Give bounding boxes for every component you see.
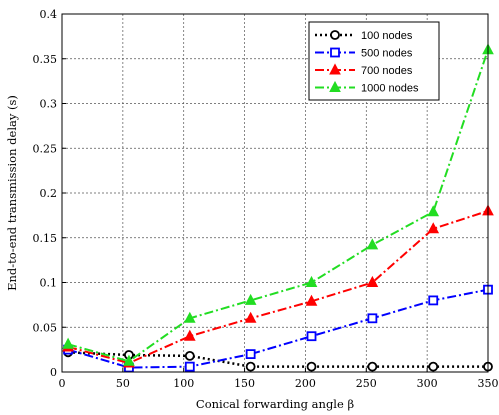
- data-point: [366, 238, 379, 250]
- legend-label: 500 nodes: [361, 48, 413, 60]
- data-point: [184, 361, 195, 372]
- series-line: [67, 49, 489, 363]
- legend-item: 500 nodes: [315, 48, 413, 60]
- y-tick-label: 0.2: [40, 187, 58, 200]
- data-point: [367, 313, 378, 324]
- y-tick-label: 0.4: [40, 8, 58, 21]
- data-point: [306, 331, 317, 342]
- legend-label: 700 nodes: [361, 65, 413, 77]
- data-point: [244, 311, 257, 323]
- data-point: [428, 295, 439, 306]
- data-point: [244, 293, 257, 305]
- legend-label: 1000 nodes: [361, 83, 419, 95]
- y-tick-label: 0.15: [33, 232, 58, 245]
- data-point: [245, 349, 256, 360]
- grid-lines: [62, 14, 488, 372]
- series-line: [67, 288, 489, 369]
- legend-item: 100 nodes: [315, 30, 413, 42]
- y-tick-label: 0.3: [40, 98, 58, 111]
- legend-marker: [329, 80, 341, 92]
- x-tick-label: 300: [417, 377, 438, 390]
- y-tick-label: 0.25: [33, 142, 58, 155]
- data-series: [62, 43, 494, 373]
- data-point: [123, 354, 135, 366]
- legend-marker: [330, 30, 340, 40]
- y-tick-label: 0: [50, 366, 57, 379]
- legend-marker: [330, 47, 340, 58]
- x-tick-label: 0: [59, 377, 66, 390]
- y-axis-title: End-to-end transmission delay (s): [5, 95, 19, 291]
- y-tick-label: 0.1: [40, 277, 58, 290]
- legend-item: 1000 nodes: [315, 80, 419, 95]
- data-point: [427, 205, 440, 217]
- data-point: [305, 275, 318, 287]
- data-point: [183, 311, 196, 323]
- data-point: [245, 361, 256, 372]
- data-point: [366, 275, 379, 287]
- data-point: [306, 361, 317, 372]
- data-point: [305, 294, 318, 306]
- data-point: [62, 337, 74, 349]
- x-axis-title: Conical forwarding angle β: [196, 397, 355, 411]
- data-point: [183, 329, 196, 341]
- y-tick-label: 0.05: [33, 321, 58, 334]
- legend-label: 100 nodes: [361, 30, 413, 42]
- series-line: [67, 209, 489, 365]
- data-point: [367, 361, 378, 372]
- axis-ticks: 0 50 100 150 200 250 300 350 0 0.05 0.1 0.15 0.2 0.25…: [33, 8, 499, 390]
- y-tick-label: 0.35: [33, 53, 58, 66]
- legend-marker: [329, 63, 341, 75]
- x-tick-label: 100: [173, 377, 194, 390]
- data-point: [184, 350, 195, 361]
- legend-item: 700 nodes: [315, 63, 413, 77]
- data-point: [428, 361, 439, 372]
- x-tick-label: 250: [356, 377, 377, 390]
- legend: 100 nodes 500 nodes 700 nodes 1000 nodes: [308, 21, 440, 101]
- x-tick-label: 150: [234, 377, 255, 390]
- x-tick-label: 50: [116, 377, 130, 390]
- data-point: [427, 222, 440, 234]
- x-tick-label: 200: [295, 377, 316, 390]
- x-tick-label: 350: [478, 377, 499, 390]
